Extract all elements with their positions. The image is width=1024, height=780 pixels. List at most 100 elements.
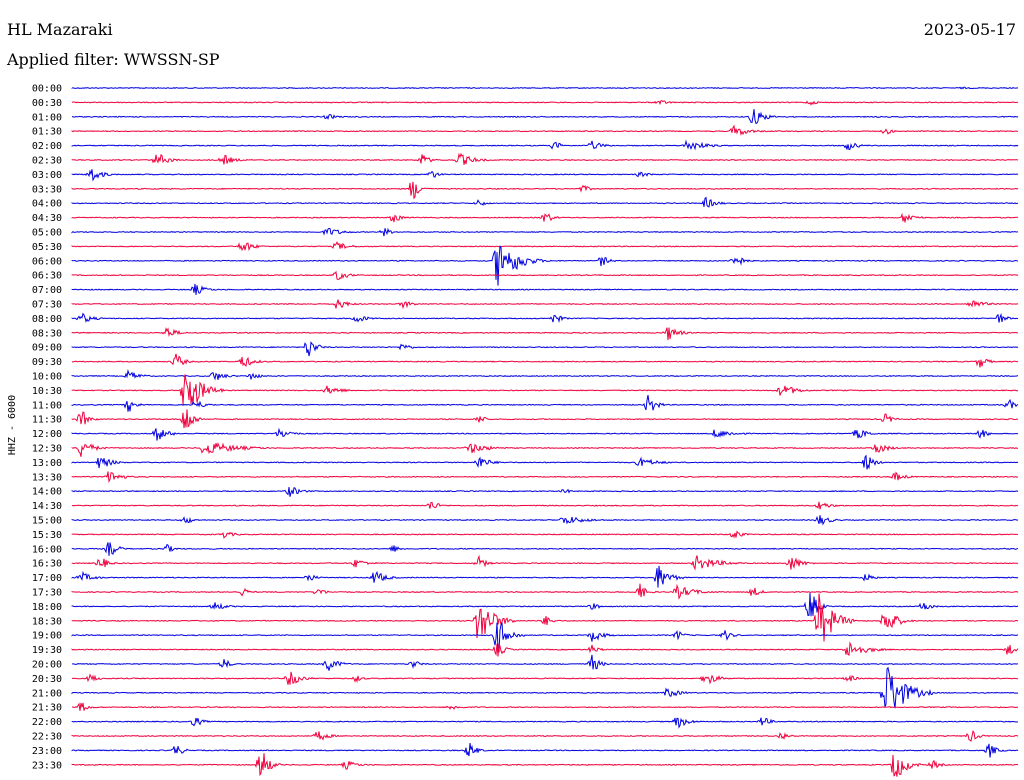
time-tick-label: 11:30 (32, 415, 62, 426)
time-tick-label: 02:30 (32, 156, 62, 167)
time-tick-label: 03:00 (32, 170, 62, 181)
time-tick-label: 23:00 (32, 746, 62, 757)
trace-row (71, 227, 1019, 237)
time-tick-label: 10:30 (32, 386, 62, 397)
trace-row (71, 340, 1019, 357)
trace-row (71, 487, 1019, 497)
trace-row (71, 124, 1018, 136)
trace-row (71, 530, 1019, 539)
trace-row (71, 542, 1019, 556)
trace-row (71, 515, 1019, 526)
time-tick-label: 04:00 (32, 199, 62, 210)
time-tick-label: 19:00 (32, 631, 62, 642)
trace-row (71, 169, 1019, 182)
time-tick-label: 21:30 (32, 703, 62, 714)
time-tick-label: 07:30 (32, 300, 62, 311)
time-tick-label: 03:30 (32, 184, 62, 195)
trace-row (71, 241, 1019, 252)
time-tick-label: 23:30 (32, 760, 62, 771)
trace-row (71, 139, 1019, 151)
trace-row (71, 245, 1019, 286)
trace-row (71, 565, 1019, 588)
trace-row (71, 730, 1019, 742)
trace-row (71, 592, 1019, 617)
time-tick-label: 07:00 (32, 285, 62, 296)
trace-row (71, 395, 1019, 412)
time-tick-label: 06:30 (32, 271, 62, 282)
trace-row (71, 654, 1018, 671)
trace-row (71, 299, 1019, 310)
time-tick-label: 05:00 (32, 228, 62, 239)
time-tick-label: 04:30 (32, 213, 62, 224)
trace-row (71, 181, 1019, 200)
trace-row (71, 717, 1019, 729)
time-tick-label: 15:00 (32, 516, 62, 527)
trace-row (71, 666, 1019, 709)
trace-row (71, 327, 1018, 341)
time-tick-label: 08:30 (32, 328, 62, 339)
trace-row (71, 283, 1019, 296)
time-tick-label: 20:30 (32, 674, 62, 685)
trace-row (71, 442, 1019, 457)
date-label: 2023-05-17 (923, 20, 1016, 39)
trace-row (72, 671, 1019, 685)
time-tick-label: 16:30 (32, 559, 62, 570)
filter-label: Applied filter: WWSSN-SP (7, 50, 220, 69)
time-tick-label: 02:00 (32, 141, 62, 152)
time-tick-label: 16:00 (32, 544, 62, 555)
time-tick-label: 09:30 (32, 357, 62, 368)
trace-row (71, 368, 1019, 381)
trace-row (71, 454, 1019, 470)
time-tick-label: 05:30 (32, 242, 62, 253)
time-tick-label: 17:00 (32, 573, 62, 584)
trace-row (71, 743, 1019, 758)
time-tick-label: 08:00 (32, 314, 62, 325)
trace-row (71, 554, 1019, 571)
time-tick-label: 20:00 (32, 660, 62, 671)
time-tick-label: 10:00 (32, 372, 62, 383)
time-tick-label: 00:30 (32, 98, 62, 109)
trace-row (71, 353, 1019, 368)
time-tick-label: 12:30 (32, 444, 62, 455)
time-tick-label: 14:00 (32, 487, 62, 498)
trace-row (71, 641, 1019, 657)
trace-row (71, 622, 1019, 653)
time-tick-label: 13:30 (32, 472, 62, 483)
trace-row (71, 374, 1019, 405)
trace-row (71, 152, 1019, 165)
time-tick-label: 01:30 (32, 127, 62, 138)
time-tick-label: 06:00 (32, 256, 62, 267)
time-tick-label: 09:00 (32, 343, 62, 354)
time-tick-label: 01:00 (32, 112, 62, 123)
y-axis-label: HHZ - 6000 (7, 395, 18, 455)
trace-row (71, 270, 1019, 281)
time-tick-label: 11:00 (32, 400, 62, 411)
trace-row (71, 100, 1019, 106)
time-tick-label: 18:30 (32, 616, 62, 627)
trace-row (71, 196, 1019, 208)
time-tick-label: 22:00 (32, 717, 62, 728)
trace-row (71, 109, 1019, 125)
trace-row (71, 753, 1019, 777)
trace-row (71, 212, 1019, 223)
trace-row (72, 501, 1019, 510)
time-tick-label: 18:00 (32, 602, 62, 613)
time-tick-label: 00:00 (32, 84, 62, 95)
trace-row (71, 702, 1019, 711)
trace-row (71, 409, 1019, 429)
trace-row (71, 312, 1019, 323)
time-tick-label: 17:30 (32, 588, 62, 599)
trace-row (71, 593, 1019, 642)
time-tick-label: 22:30 (32, 732, 62, 743)
time-tick-label: 19:30 (32, 645, 62, 656)
time-tick-label: 12:00 (32, 429, 62, 440)
trace-row (71, 427, 1019, 441)
time-tick-label: 14:30 (32, 501, 62, 512)
station-title: HL Mazaraki (7, 20, 113, 39)
trace-row (71, 583, 1019, 600)
trace-row (71, 471, 1019, 484)
time-tick-label: 13:00 (32, 458, 62, 469)
trace-row (71, 86, 1019, 90)
time-tick-label: 15:30 (32, 530, 62, 541)
